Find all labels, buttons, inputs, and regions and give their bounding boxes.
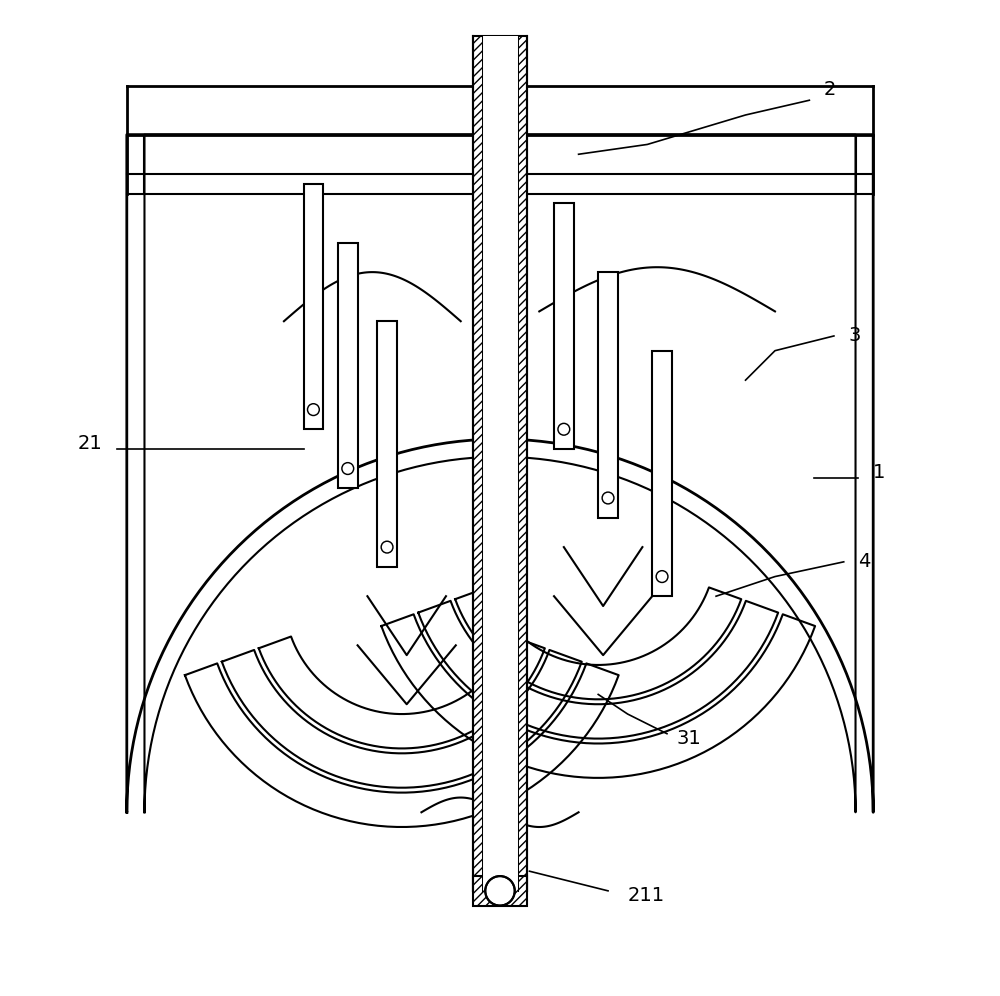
Bar <box>652 351 672 597</box>
Text: 21: 21 <box>78 434 102 453</box>
Bar <box>338 243 358 488</box>
Text: 1: 1 <box>873 463 886 482</box>
Bar <box>598 272 618 518</box>
Circle shape <box>485 876 515 905</box>
Text: 31: 31 <box>677 728 702 748</box>
Bar <box>482 37 518 885</box>
Bar <box>377 322 397 567</box>
Bar <box>473 37 527 890</box>
Text: 4: 4 <box>858 552 871 571</box>
Bar <box>304 183 323 429</box>
Text: 2: 2 <box>824 81 836 100</box>
Bar <box>554 203 574 449</box>
Text: 3: 3 <box>849 326 861 345</box>
Text: 211: 211 <box>628 885 665 904</box>
Bar <box>473 876 527 905</box>
